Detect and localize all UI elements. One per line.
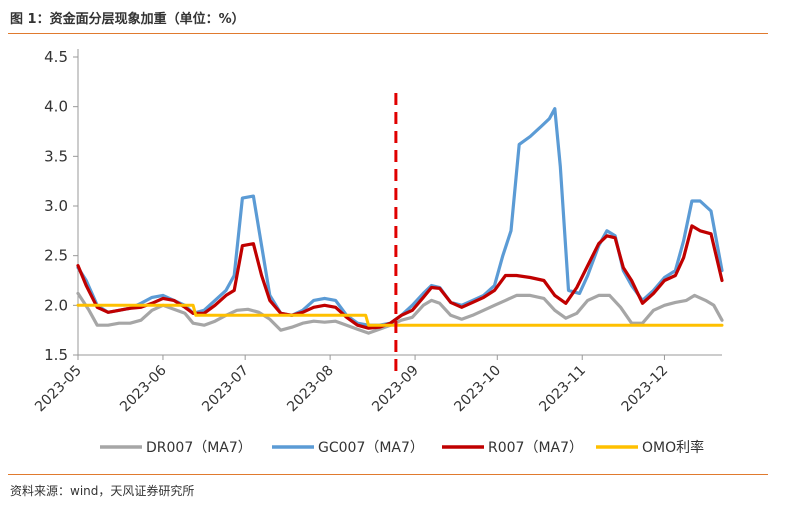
y-tick-label: 4.0	[44, 98, 68, 116]
series-line-omo	[76, 303, 724, 327]
series-lines	[76, 107, 724, 335]
series-line-dr007	[76, 291, 724, 335]
legend-label-gc007: GC007（MA7）	[318, 440, 424, 456]
x-axis: 2023-05 2023-06 2023-07 2023-08 2023-09 2023-…	[32, 354, 722, 416]
x-tick-label: 2023-06	[117, 362, 170, 415]
legend-label-r007: R007（MA7）	[488, 440, 583, 456]
y-tick-label: 2.5	[44, 247, 68, 265]
x-tick-label: 2023-05	[32, 363, 85, 416]
y-tick-label: 3.5	[44, 147, 68, 165]
x-tick-label: 2023-07	[199, 363, 252, 416]
series-line-r007	[76, 224, 724, 330]
bottom-rule	[8, 474, 768, 475]
y-tick-label: 2.0	[44, 296, 68, 314]
x-tick-label: 2023-12	[619, 363, 672, 416]
legend-label-omo: OMO利率	[642, 439, 704, 456]
top-rule	[8, 33, 768, 34]
x-tick-label: 2023-08	[284, 363, 337, 416]
y-tick-label: 1.5	[44, 346, 68, 364]
x-tick-label: 2023-10	[451, 363, 504, 416]
y-axis: 1.5 2.0 2.5 3.0 3.5 4.0 4.5	[44, 48, 79, 364]
chart-title: 图 1：资金面分层现象加重（单位：%）	[10, 12, 245, 27]
legend: DR007（MA7） GC007（MA7） R007（MA7） OMO利率	[100, 439, 704, 456]
x-tick-label: 2023-11	[536, 363, 589, 416]
y-tick-label: 4.5	[44, 48, 68, 66]
series-line-gc007	[76, 107, 724, 327]
legend-label-dr007: DR007（MA7）	[146, 440, 252, 456]
source-note: 资料来源：wind，天风证券研究所	[10, 484, 195, 498]
y-tick-label: 3.0	[44, 197, 68, 215]
